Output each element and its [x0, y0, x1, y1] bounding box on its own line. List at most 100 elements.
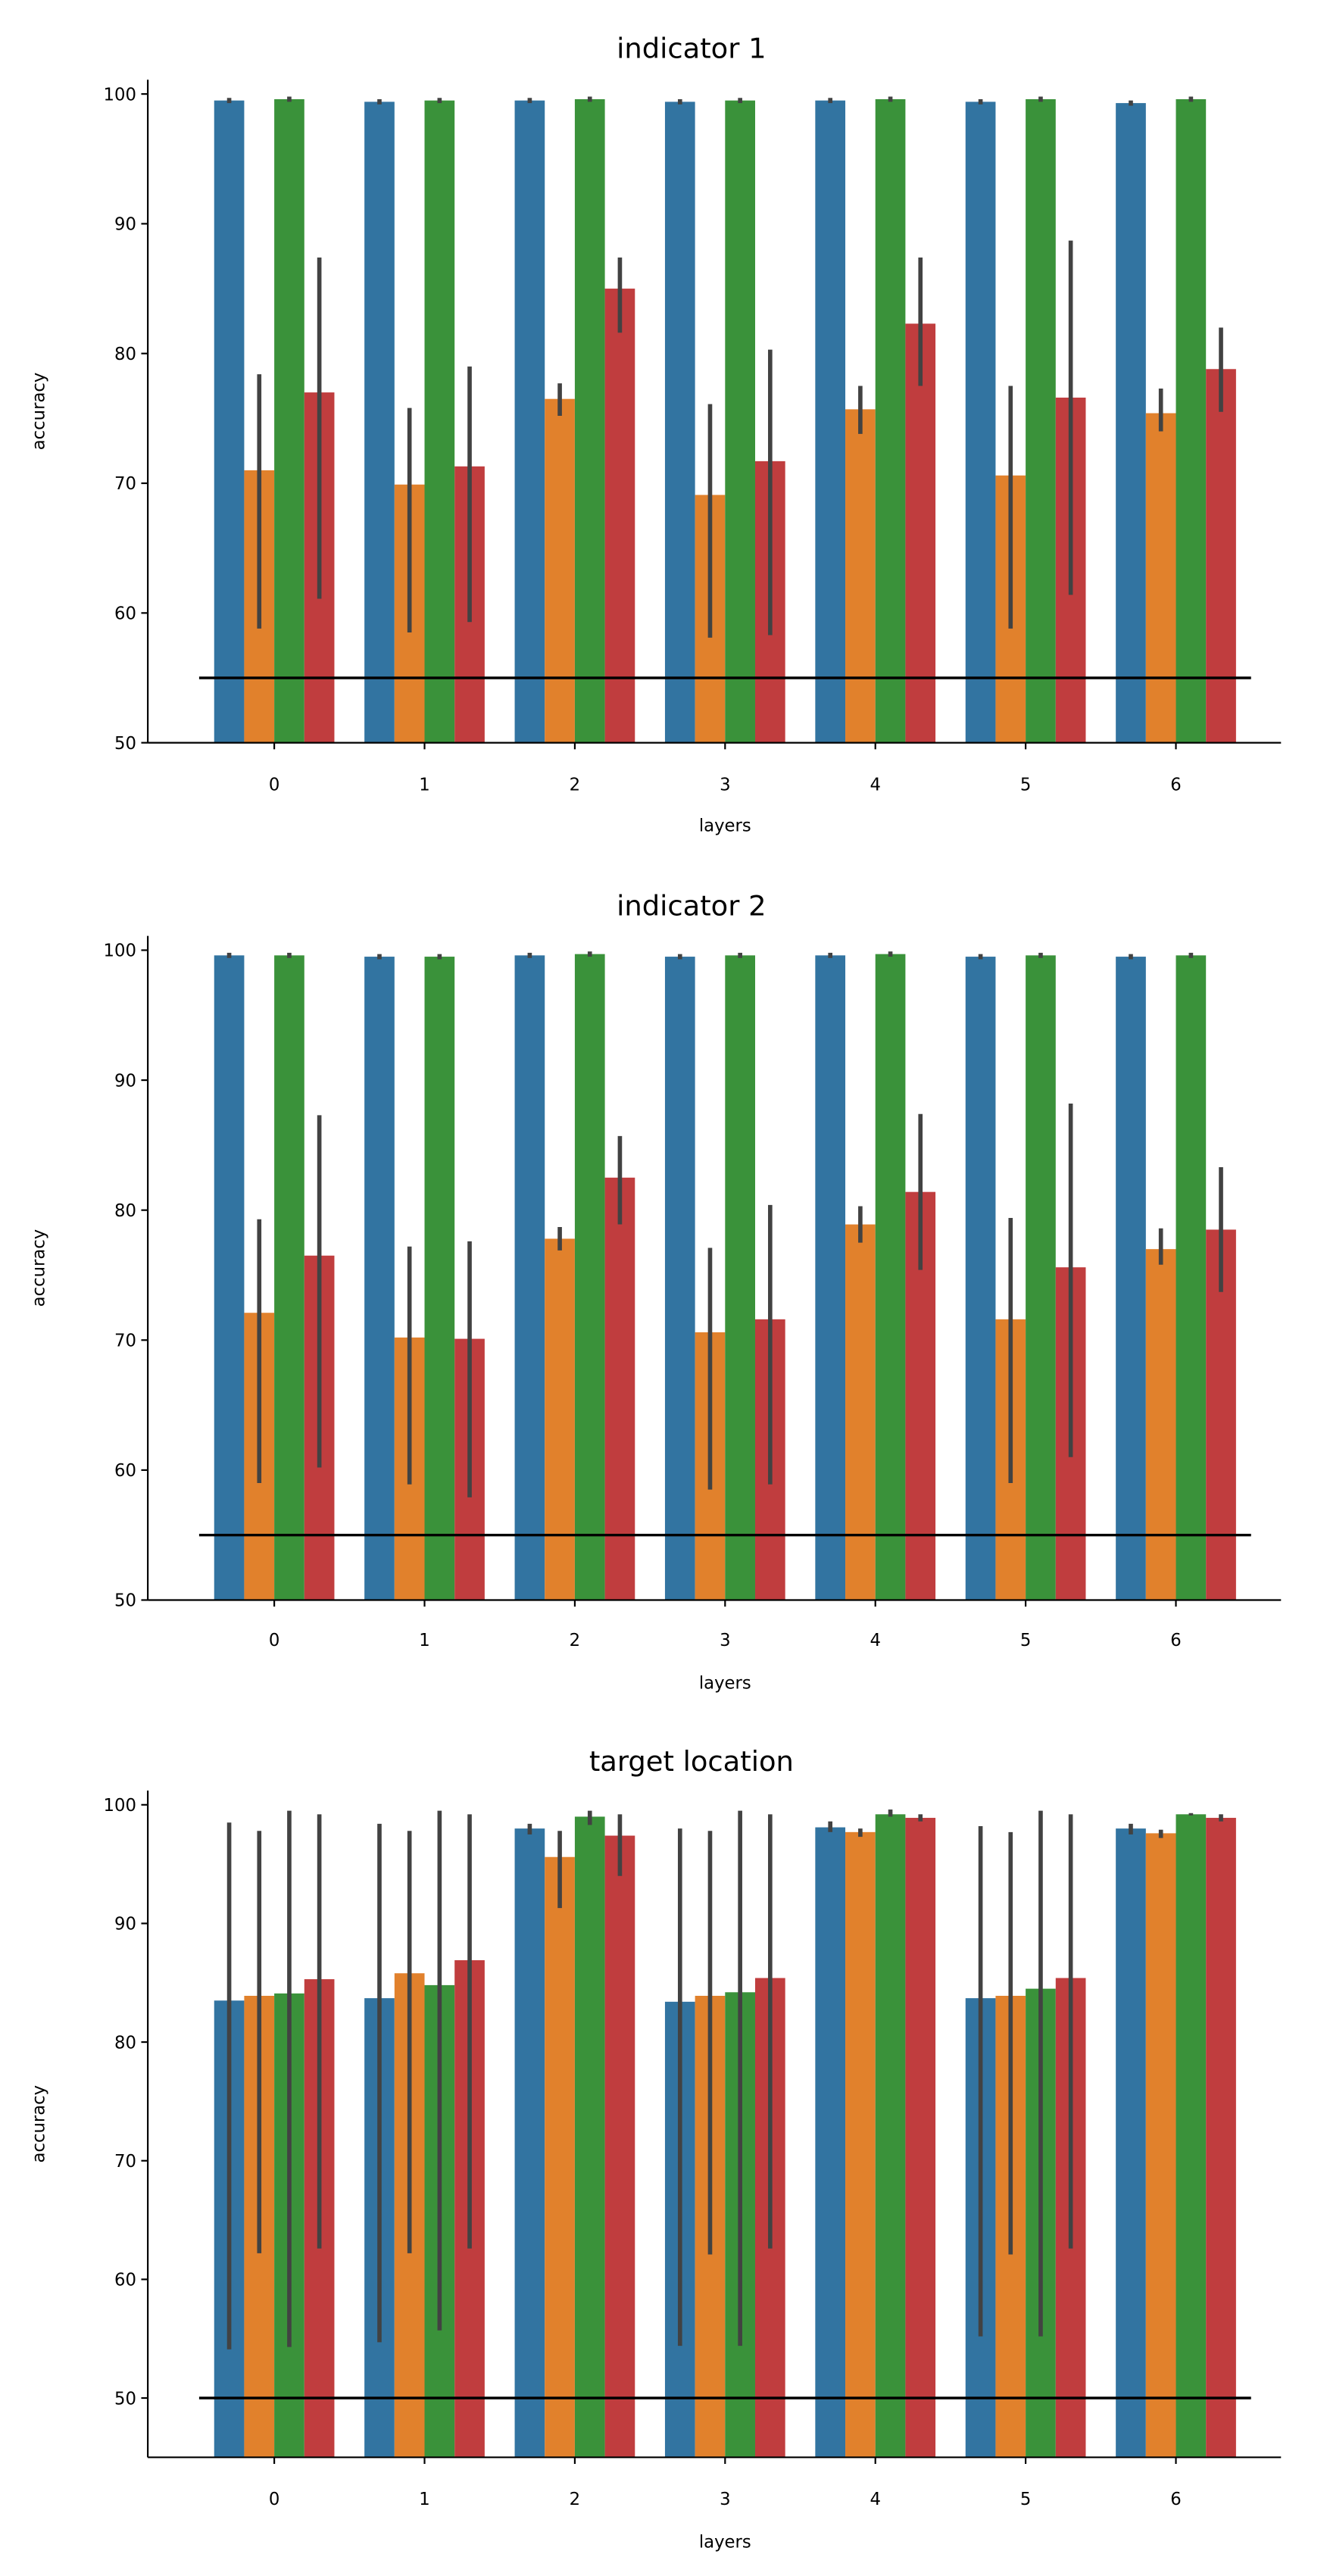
y-tick-label: 60: [114, 2271, 136, 2290]
bar: [274, 98, 304, 743]
bar: [574, 1816, 605, 2458]
bar: [364, 957, 395, 1600]
y-tick-label: 50: [114, 2389, 136, 2409]
bar: [965, 101, 996, 743]
x-tick-label: 4: [870, 776, 880, 795]
y-axis-label: accuracy: [30, 2085, 49, 2163]
x-tick-label: 3: [720, 776, 730, 795]
bar: [815, 100, 846, 743]
x-tick-label: 0: [269, 1631, 279, 1650]
bar: [815, 1827, 846, 2458]
x-tick-label: 5: [1020, 2490, 1031, 2509]
x-tick-label: 0: [269, 2490, 279, 2509]
bar: [604, 1835, 635, 2458]
y-tick-label: 60: [114, 1461, 136, 1481]
y-tick-label: 80: [114, 1201, 136, 1221]
bar: [725, 955, 755, 1600]
y-tick-label: 90: [114, 215, 136, 235]
bar: [815, 955, 846, 1600]
x-tick-label: 6: [1170, 776, 1181, 795]
y-tick-label: 70: [114, 1332, 136, 1351]
y-tick-label: 80: [114, 2033, 136, 2053]
x-tick-label: 6: [1170, 2490, 1181, 2509]
bar: [1145, 1833, 1176, 2458]
x-tick-label: 4: [870, 1631, 880, 1650]
bar: [514, 100, 545, 743]
x-tick-label: 1: [419, 2490, 429, 2509]
bar: [1206, 369, 1236, 743]
bar: [424, 957, 455, 1600]
y-tick-label: 100: [104, 1796, 136, 1816]
chart-2: indicator 2 accuracy layers 50 60 70 80 90 100 0 1…: [30, 889, 1282, 1694]
y-tick-label: 90: [114, 1915, 136, 1934]
x-tick-label: 1: [419, 1631, 429, 1650]
bar: [574, 954, 605, 1600]
bar: [1145, 1249, 1176, 1600]
bar: [514, 1828, 545, 2458]
y-tick-label: 80: [114, 345, 136, 364]
x-tick-label: 5: [1020, 1631, 1031, 1650]
bar: [875, 98, 906, 743]
bar: [905, 323, 936, 743]
bar: [424, 100, 455, 743]
y-tick-label: 100: [104, 85, 136, 105]
bar: [845, 1831, 876, 2458]
bar: [845, 1224, 876, 1600]
bar: [1176, 1814, 1207, 2458]
bar: [1145, 413, 1176, 743]
x-tick-label: 5: [1020, 776, 1031, 795]
x-tick-label: 2: [570, 776, 580, 795]
bar: [905, 1818, 936, 2458]
bar: [845, 409, 876, 743]
x-axis-label: layers: [699, 2533, 751, 2553]
bar: [514, 955, 545, 1600]
bar: [1026, 98, 1056, 743]
x-tick-label: 4: [870, 2490, 880, 2509]
chart-3: target locationaccuracylayers50607080901…: [30, 1745, 1282, 2553]
y-tick-label: 60: [114, 604, 136, 624]
y-axis-label: accuracy: [30, 373, 49, 451]
bar: [875, 954, 906, 1600]
y-tick-label: 70: [114, 2152, 136, 2172]
bar: [725, 100, 755, 743]
bar: [214, 955, 245, 1600]
y-tick-label: 90: [114, 1071, 136, 1091]
x-tick-label: 0: [269, 776, 279, 795]
bar: [965, 957, 996, 1600]
bar: [274, 955, 304, 1600]
bar: [664, 957, 695, 1600]
bar: [664, 101, 695, 743]
bar: [1176, 98, 1207, 743]
bar: [875, 1814, 906, 2458]
bar: [1026, 955, 1056, 1600]
y-axis-label: accuracy: [30, 1229, 49, 1307]
x-tick-label: 3: [720, 2490, 730, 2509]
y-tick-label: 70: [114, 474, 136, 494]
bar: [604, 1177, 635, 1600]
chart-title: indicator 2: [617, 889, 766, 922]
bar: [364, 101, 395, 743]
bar: [214, 100, 245, 743]
x-tick-label: 3: [720, 1631, 730, 1650]
bar: [545, 398, 575, 743]
x-tick-label: 2: [570, 2490, 580, 2509]
x-axis-label: layers: [699, 1674, 751, 1694]
bar: [1116, 957, 1146, 1600]
x-tick-label: 2: [570, 1631, 580, 1650]
bar: [574, 98, 605, 743]
y-tick-label: 100: [104, 941, 136, 961]
chart-1: indicator 1 accuracy layers 50 60 70 80 90 100 0 1…: [30, 32, 1282, 836]
y-tick-label: 50: [114, 734, 136, 754]
y-tick-label: 50: [114, 1591, 136, 1611]
bar: [1176, 955, 1207, 1600]
x-axis-label: layers: [699, 817, 751, 836]
bar: [1116, 1828, 1146, 2458]
x-tick-label: 6: [1170, 1631, 1181, 1650]
bar: [545, 1238, 575, 1600]
bar: [604, 289, 635, 743]
bar: [1116, 103, 1146, 743]
chart-title: indicator 1: [617, 32, 766, 64]
bar: [545, 1856, 575, 2458]
x-tick-label: 1: [419, 776, 429, 795]
